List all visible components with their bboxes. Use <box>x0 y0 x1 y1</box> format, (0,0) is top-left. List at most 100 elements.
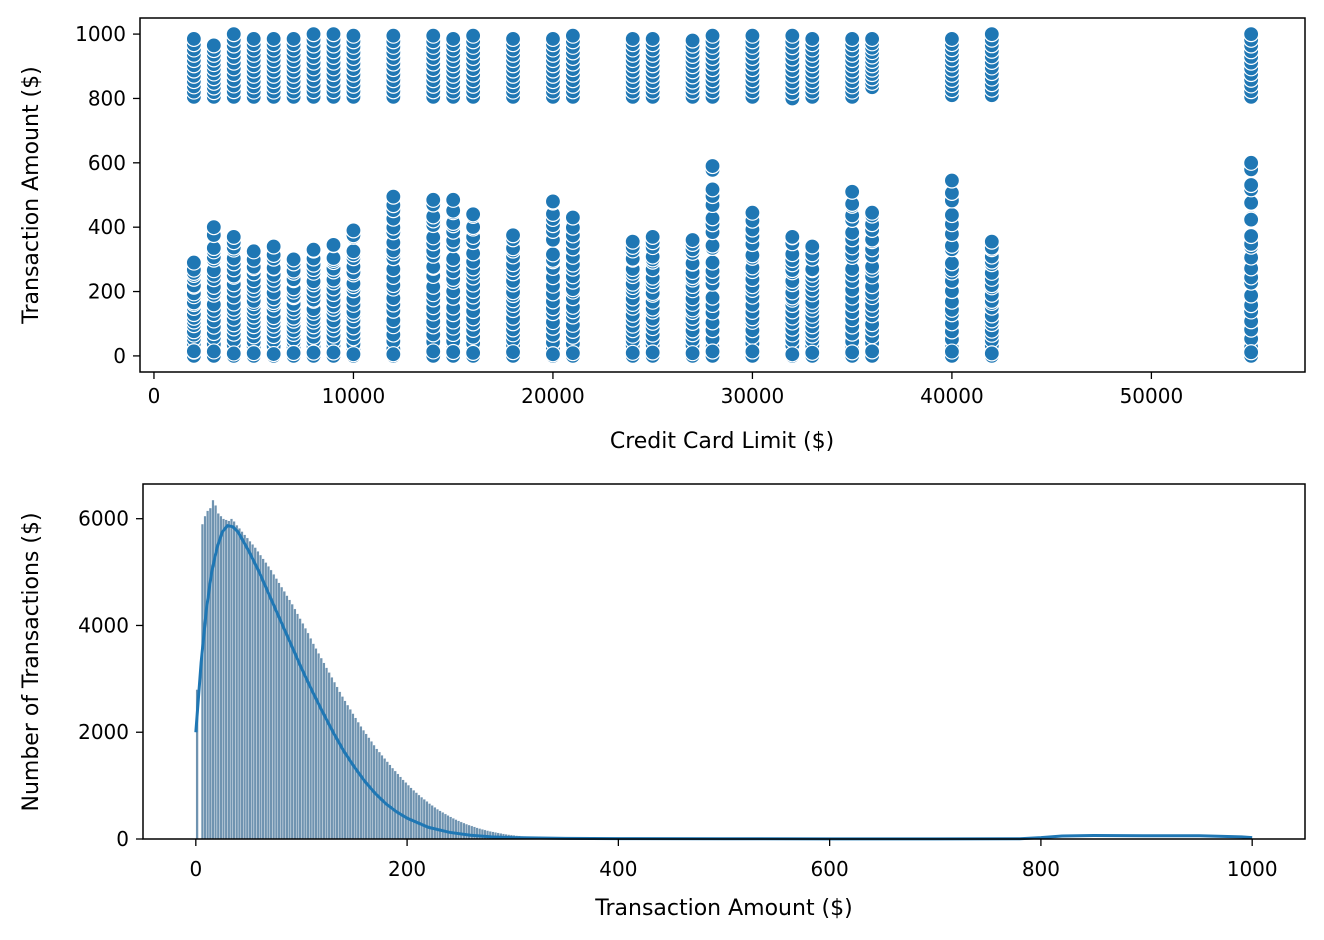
histogram-bar <box>219 515 223 840</box>
histogram-bars <box>195 499 593 840</box>
histogram-bar <box>240 531 244 840</box>
histogram-bar <box>409 787 413 840</box>
scatter-point <box>245 30 262 48</box>
histogram-bar <box>441 812 445 840</box>
scatter-y-tick-label: 1000 <box>75 22 126 46</box>
histogram-bar <box>306 632 310 840</box>
scatter-point <box>744 343 761 360</box>
scatter-point <box>425 343 442 360</box>
scatter-point <box>784 346 801 363</box>
histogram-y-tick-label: 0 <box>116 827 129 851</box>
scatter-point <box>624 233 641 250</box>
histogram-bar <box>295 613 299 840</box>
scatter-point <box>943 172 961 189</box>
histogram-x-tick-label: 0 <box>189 857 202 881</box>
scatter-point <box>385 188 402 205</box>
histogram-bar <box>235 524 239 840</box>
scatter-point <box>504 227 522 244</box>
histogram-bar <box>248 540 252 840</box>
histogram-bar <box>364 733 368 840</box>
scatter-point <box>804 238 821 255</box>
scatter-point <box>465 344 482 361</box>
scatter-point <box>624 344 641 361</box>
scatter-point <box>943 206 961 224</box>
scatter-point <box>684 345 701 362</box>
scatter-point <box>844 30 861 48</box>
histogram-x-axis-label: Transaction Amount ($) <box>594 896 852 921</box>
histogram-bar <box>237 528 241 840</box>
scatter-x-tick-label: 20000 <box>521 384 585 408</box>
scatter-point <box>445 250 462 267</box>
histogram-x-tick-label: 800 <box>1022 857 1060 881</box>
scatter-y-tick-label: 0 <box>113 344 126 368</box>
histogram-bar <box>467 824 471 840</box>
scatter-point <box>544 246 562 263</box>
histogram-bar <box>229 518 233 840</box>
histogram-bar <box>322 662 326 840</box>
scatter-point <box>844 344 861 361</box>
histogram-bar <box>430 805 434 840</box>
histogram-bar <box>356 721 360 840</box>
scatter-point <box>225 345 242 362</box>
histogram-bar <box>232 521 236 840</box>
histogram-bar <box>266 566 270 840</box>
histogram-bar <box>319 657 323 840</box>
scatter-point <box>225 228 242 245</box>
histogram-bar <box>264 562 268 840</box>
histogram-bar <box>314 648 318 840</box>
scatter-point <box>1243 344 1260 361</box>
histogram-bar <box>470 825 474 840</box>
scatter-plot: 0 10000 20000 30000 40000 50000 0 200 400 600 800… <box>19 17 1306 454</box>
histogram-bar <box>359 726 363 840</box>
scatter-y-tick-label: 400 <box>88 215 126 239</box>
scatter-point <box>285 30 302 48</box>
scatter-y-tick-label: 600 <box>88 151 126 175</box>
scatter-point <box>1243 227 1260 245</box>
scatter-point <box>564 27 581 44</box>
scatter-point <box>425 191 442 208</box>
scatter-point <box>504 30 522 48</box>
histogram-axes-frame <box>142 483 1306 840</box>
histogram-bar <box>309 638 313 840</box>
scatter-point <box>325 236 342 253</box>
scatter-point <box>943 30 961 48</box>
scatter-point <box>684 231 701 249</box>
scatter-point <box>385 346 402 363</box>
histogram-bar <box>451 818 455 840</box>
histogram-bar <box>327 672 331 840</box>
histogram-bar <box>391 767 395 840</box>
scatter-point <box>564 345 581 362</box>
histogram-bar <box>311 643 315 840</box>
histogram-bar <box>354 717 358 840</box>
histogram-bar <box>462 822 466 840</box>
scatter-point <box>624 30 641 48</box>
scatter-point <box>704 237 721 254</box>
histogram-bar <box>449 816 453 840</box>
scatter-point <box>744 204 761 221</box>
scatter-x-ticks: 0 10000 20000 30000 40000 50000 <box>148 372 1183 408</box>
histogram-bar <box>396 773 400 840</box>
histogram-bar <box>269 569 273 840</box>
histogram-y-tick-label: 6000 <box>78 507 129 531</box>
histogram-bar <box>224 519 228 840</box>
histogram-bar <box>216 513 220 840</box>
histogram-bar <box>301 623 305 840</box>
histogram-bar <box>256 551 260 840</box>
scatter-point <box>544 30 562 48</box>
histogram-bar <box>404 782 408 840</box>
scatter-point <box>185 30 202 48</box>
histogram-bar <box>211 499 215 840</box>
histogram-bar <box>298 618 302 840</box>
histogram-y-tick-label: 4000 <box>78 613 129 637</box>
scatter-point <box>704 181 721 198</box>
scatter-point <box>305 344 322 361</box>
scatter-point <box>644 30 661 48</box>
histogram-y-axis-label: Number of Transactions ($) <box>19 512 44 811</box>
scatter-point <box>345 27 362 44</box>
scatter-point <box>205 343 222 360</box>
scatter-point <box>265 238 282 255</box>
scatter-point <box>684 32 701 49</box>
scatter-point <box>1243 194 1260 211</box>
scatter-point <box>465 206 482 223</box>
histogram-bar <box>346 704 350 840</box>
